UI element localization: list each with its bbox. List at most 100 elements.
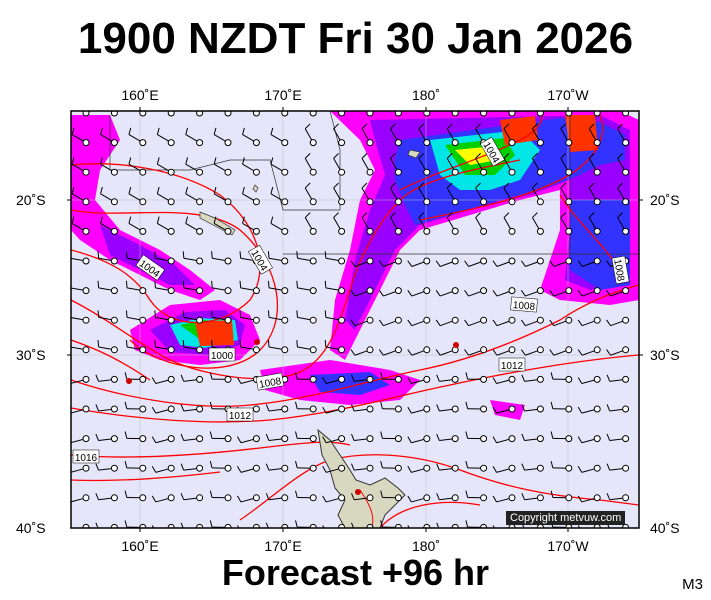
wind-station-circle: [565, 464, 573, 472]
wind-station-circle: [309, 227, 317, 235]
wind-station-circle: [139, 227, 147, 235]
wind-station-circle: [196, 494, 204, 502]
wind-station-circle: [139, 287, 147, 295]
wind-station-circle: [451, 168, 459, 176]
wind-station-circle: [480, 227, 488, 235]
wind-barb-feather: [95, 374, 99, 382]
wind-station-circle: [139, 405, 147, 413]
wind-barb-feather: [182, 280, 185, 288]
wind-station-circle: [196, 111, 204, 117]
wind-barb-feather: [436, 463, 440, 471]
wind-barb-feather: [475, 153, 481, 159]
wind-station-circle: [366, 435, 374, 443]
wind-barb-feather: [209, 401, 213, 409]
wind-station-circle: [394, 405, 402, 413]
wind-station-circle: [252, 464, 260, 472]
wind-barb-feather: [211, 251, 213, 259]
wind-barb-feather: [532, 153, 538, 159]
wind-station-circle: [593, 375, 601, 383]
wind-barb-feather: [100, 157, 103, 165]
wind-barb-feather: [390, 212, 396, 218]
wind-station-circle: [252, 139, 260, 147]
wind-barb-feather: [549, 290, 555, 297]
wind-station-circle: [309, 316, 317, 324]
wind-station-circle: [338, 287, 346, 295]
wind-station-circle: [338, 168, 346, 176]
wind-station-circle: [536, 316, 544, 324]
wind-barb-feather: [156, 216, 160, 224]
wind-barb-feather: [209, 520, 213, 528]
wind-barb-feather: [606, 493, 611, 500]
wind-station-circle: [338, 198, 346, 206]
wind-barb-feather: [101, 98, 103, 105]
wind-station-circle: [281, 111, 289, 117]
wind-barb-feather: [577, 406, 583, 414]
wind-station-circle: [196, 375, 204, 383]
wind-barb-feather: [128, 216, 132, 224]
wind-station-circle: [366, 494, 374, 502]
wind-barb-feather: [606, 463, 611, 471]
wind-barb-feather: [503, 123, 510, 130]
isobar-label: 1012: [501, 361, 524, 372]
wind-station-circle: [338, 139, 346, 147]
wind-barb-feather: [350, 319, 356, 326]
wind-station-circle: [451, 139, 459, 147]
wind-barb-feather: [407, 466, 412, 473]
wind-barb-feather: [361, 123, 368, 130]
wind-barb-feather: [267, 251, 270, 259]
wind-barb-feather: [180, 463, 185, 471]
rain-band-west: [71, 115, 215, 300]
wind-station-circle: [281, 464, 289, 472]
wind-station-circle: [309, 111, 317, 117]
wind-station-circle: [451, 287, 459, 295]
wind-barb-feather: [154, 340, 156, 348]
wind-barb-feather: [71, 216, 75, 224]
wind-station-circle: [139, 375, 147, 383]
lon-label-bottom: 170˚W: [547, 538, 589, 554]
wind-station-circle: [196, 257, 204, 265]
wind-barb-feather: [351, 374, 355, 382]
wind-station-circle: [110, 494, 118, 502]
wind-barb-feather: [67, 407, 71, 413]
wind-barb-feather: [520, 290, 526, 297]
wind-station-circle: [281, 287, 289, 295]
wind-barb-feather: [97, 251, 100, 259]
wind-barb-feather: [380, 520, 383, 528]
wind-barb-feather: [182, 340, 185, 348]
wind-barb-feather: [265, 463, 270, 471]
wind-station-circle: [252, 435, 260, 443]
wind-barb-feather: [242, 186, 245, 194]
north-island: [317, 428, 406, 528]
wind-station-circle: [451, 375, 459, 383]
wind-barb-feather: [606, 260, 611, 267]
pressure-centre-dot: [355, 489, 361, 495]
wind-station-circle: [167, 435, 175, 443]
wind-barb-feather: [465, 520, 469, 528]
wind-barb-feather: [237, 436, 242, 443]
wind-barb-feather: [180, 433, 185, 441]
wind-barb-feather: [407, 525, 410, 528]
wind-barb-feather: [324, 280, 327, 288]
wind-station-circle: [622, 494, 630, 502]
wind-barb-feather: [577, 319, 583, 326]
wind-barb-feather: [390, 182, 396, 189]
wind-station-circle: [593, 168, 601, 176]
wind-station-circle: [139, 316, 147, 324]
wind-station-circle: [139, 464, 147, 472]
wind-station-circle: [281, 494, 289, 502]
wind-station-circle: [224, 287, 232, 295]
wind-barb-feather: [492, 436, 497, 443]
wind-barb-feather: [70, 281, 71, 288]
wind-barb-feather: [436, 374, 440, 382]
wind-barb-feather: [70, 251, 71, 258]
wind-station-circle: [536, 139, 544, 147]
wind-barb-feather: [550, 490, 554, 498]
wind-barb-feather: [577, 525, 581, 528]
wind-station-circle: [82, 375, 90, 383]
wind-barb-feather: [322, 377, 327, 384]
wind-barb-feather: [549, 319, 555, 326]
wind-station-circle: [139, 494, 147, 502]
wind-barb-feather: [492, 466, 497, 473]
wind-barb-feather: [295, 490, 298, 498]
wind-station-circle: [338, 111, 346, 117]
